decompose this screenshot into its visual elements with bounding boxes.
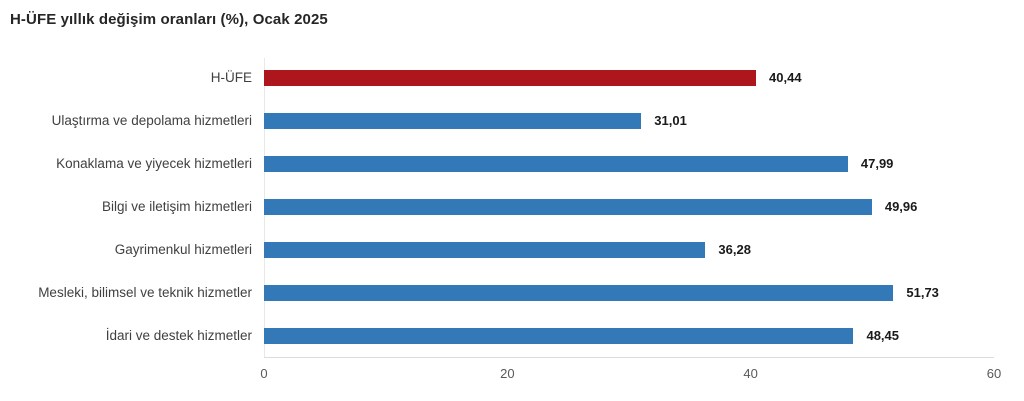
bar-track: 51,73 xyxy=(264,284,994,301)
bar xyxy=(264,155,848,172)
chart-row: Mesleki, bilimsel ve teknik hizmetler 51,… xyxy=(0,271,994,314)
x-axis-line xyxy=(264,357,994,358)
category-label: İdari ve destek hizmetler xyxy=(105,328,252,343)
value-label: 47,99 xyxy=(860,156,894,171)
bar xyxy=(264,112,642,129)
bar xyxy=(264,198,872,215)
bar xyxy=(264,327,854,344)
value-label: 51,73 xyxy=(906,285,939,300)
category-label: H-ÜFE xyxy=(210,70,252,85)
bar-chart: H-ÜFE 40,44 Ulaştırma ve depolama hizmetle… xyxy=(0,56,1024,386)
chart-rows: H-ÜFE 40,44 Ulaştırma ve depolama hizmetle… xyxy=(0,56,994,357)
x-tick-label: 20 xyxy=(500,366,515,381)
x-axis-ticks: 0 20 40 60 xyxy=(260,366,1001,384)
value-label: 48,45 xyxy=(866,328,900,343)
bar-track: 40,44 xyxy=(264,69,994,86)
bar xyxy=(264,284,894,301)
bar-track: 31,01 xyxy=(264,112,994,129)
chart-row: Gayrimenkul hizmetleri 36,28 xyxy=(0,228,994,271)
bar-track: 49,96 xyxy=(264,198,994,215)
value-label: 49,96 xyxy=(884,199,918,214)
bar-track: 48,45 xyxy=(264,327,994,344)
chart-row: Bilgi ve iletişim hizmetleri 49,96 xyxy=(0,185,994,228)
bar xyxy=(264,241,706,258)
category-label: Konaklama ve yiyecek hizmetleri xyxy=(56,156,252,171)
category-label: Mesleki, bilimsel ve teknik hizmetler xyxy=(38,285,252,300)
bar-track: 47,99 xyxy=(264,155,994,172)
value-label: 36,28 xyxy=(718,242,751,257)
value-label: 40,44 xyxy=(769,70,802,85)
chart-row: Konaklama ve yiyecek hizmetleri 47,99 xyxy=(0,142,994,185)
x-tick-label: 60 xyxy=(986,366,1002,381)
category-label: Ulaştırma ve depolama hizmetleri xyxy=(51,113,252,128)
bar-highlight xyxy=(264,69,757,86)
chart-title: H-ÜFE yıllık değişim oranları (%), Ocak … xyxy=(10,11,328,28)
chart-row: İdari ve destek hizmetler 48,45 xyxy=(0,314,994,357)
category-label: Gayrimenkul hizmetleri xyxy=(114,242,252,257)
x-tick-label: 40 xyxy=(743,366,758,381)
bar-track: 36,28 xyxy=(264,241,994,258)
category-label: Bilgi ve iletişim hizmetleri xyxy=(101,199,252,214)
chart-row: Ulaştırma ve depolama hizmetleri 31,01 xyxy=(0,99,994,142)
x-tick-label: 0 xyxy=(260,366,268,381)
chart-row: H-ÜFE 40,44 xyxy=(0,56,994,99)
value-label: 31,01 xyxy=(654,113,687,128)
